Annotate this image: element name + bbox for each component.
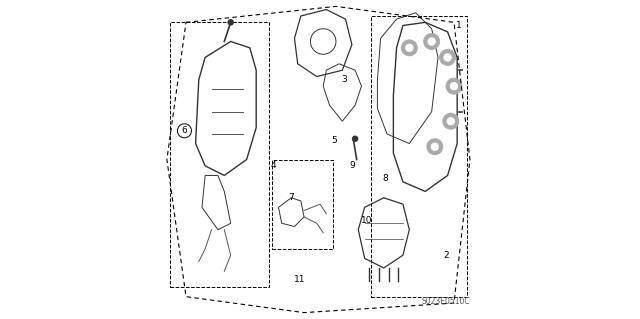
Circle shape xyxy=(428,38,435,45)
Circle shape xyxy=(440,49,456,65)
Text: 9: 9 xyxy=(349,161,355,170)
Text: 8: 8 xyxy=(383,174,388,183)
Text: 5: 5 xyxy=(332,136,337,145)
Circle shape xyxy=(427,139,443,155)
Circle shape xyxy=(450,82,458,90)
Bar xyxy=(371,16,467,297)
Circle shape xyxy=(443,113,459,129)
Circle shape xyxy=(228,20,233,25)
Circle shape xyxy=(447,117,454,125)
Circle shape xyxy=(424,33,440,49)
Circle shape xyxy=(444,54,451,61)
Circle shape xyxy=(353,136,358,141)
Text: 4: 4 xyxy=(271,161,276,170)
Circle shape xyxy=(446,78,462,94)
Bar xyxy=(170,22,269,287)
Circle shape xyxy=(431,143,438,151)
Bar xyxy=(272,160,333,249)
Circle shape xyxy=(406,44,413,52)
Text: 1: 1 xyxy=(456,21,461,30)
Text: 3: 3 xyxy=(341,75,347,84)
Text: 11: 11 xyxy=(294,275,305,284)
Text: S023E0510C: S023E0510C xyxy=(421,297,470,306)
Text: 6: 6 xyxy=(182,126,188,135)
Text: 10: 10 xyxy=(360,216,372,225)
Circle shape xyxy=(401,40,417,56)
Text: 7: 7 xyxy=(289,193,294,202)
Text: 2: 2 xyxy=(443,251,449,260)
